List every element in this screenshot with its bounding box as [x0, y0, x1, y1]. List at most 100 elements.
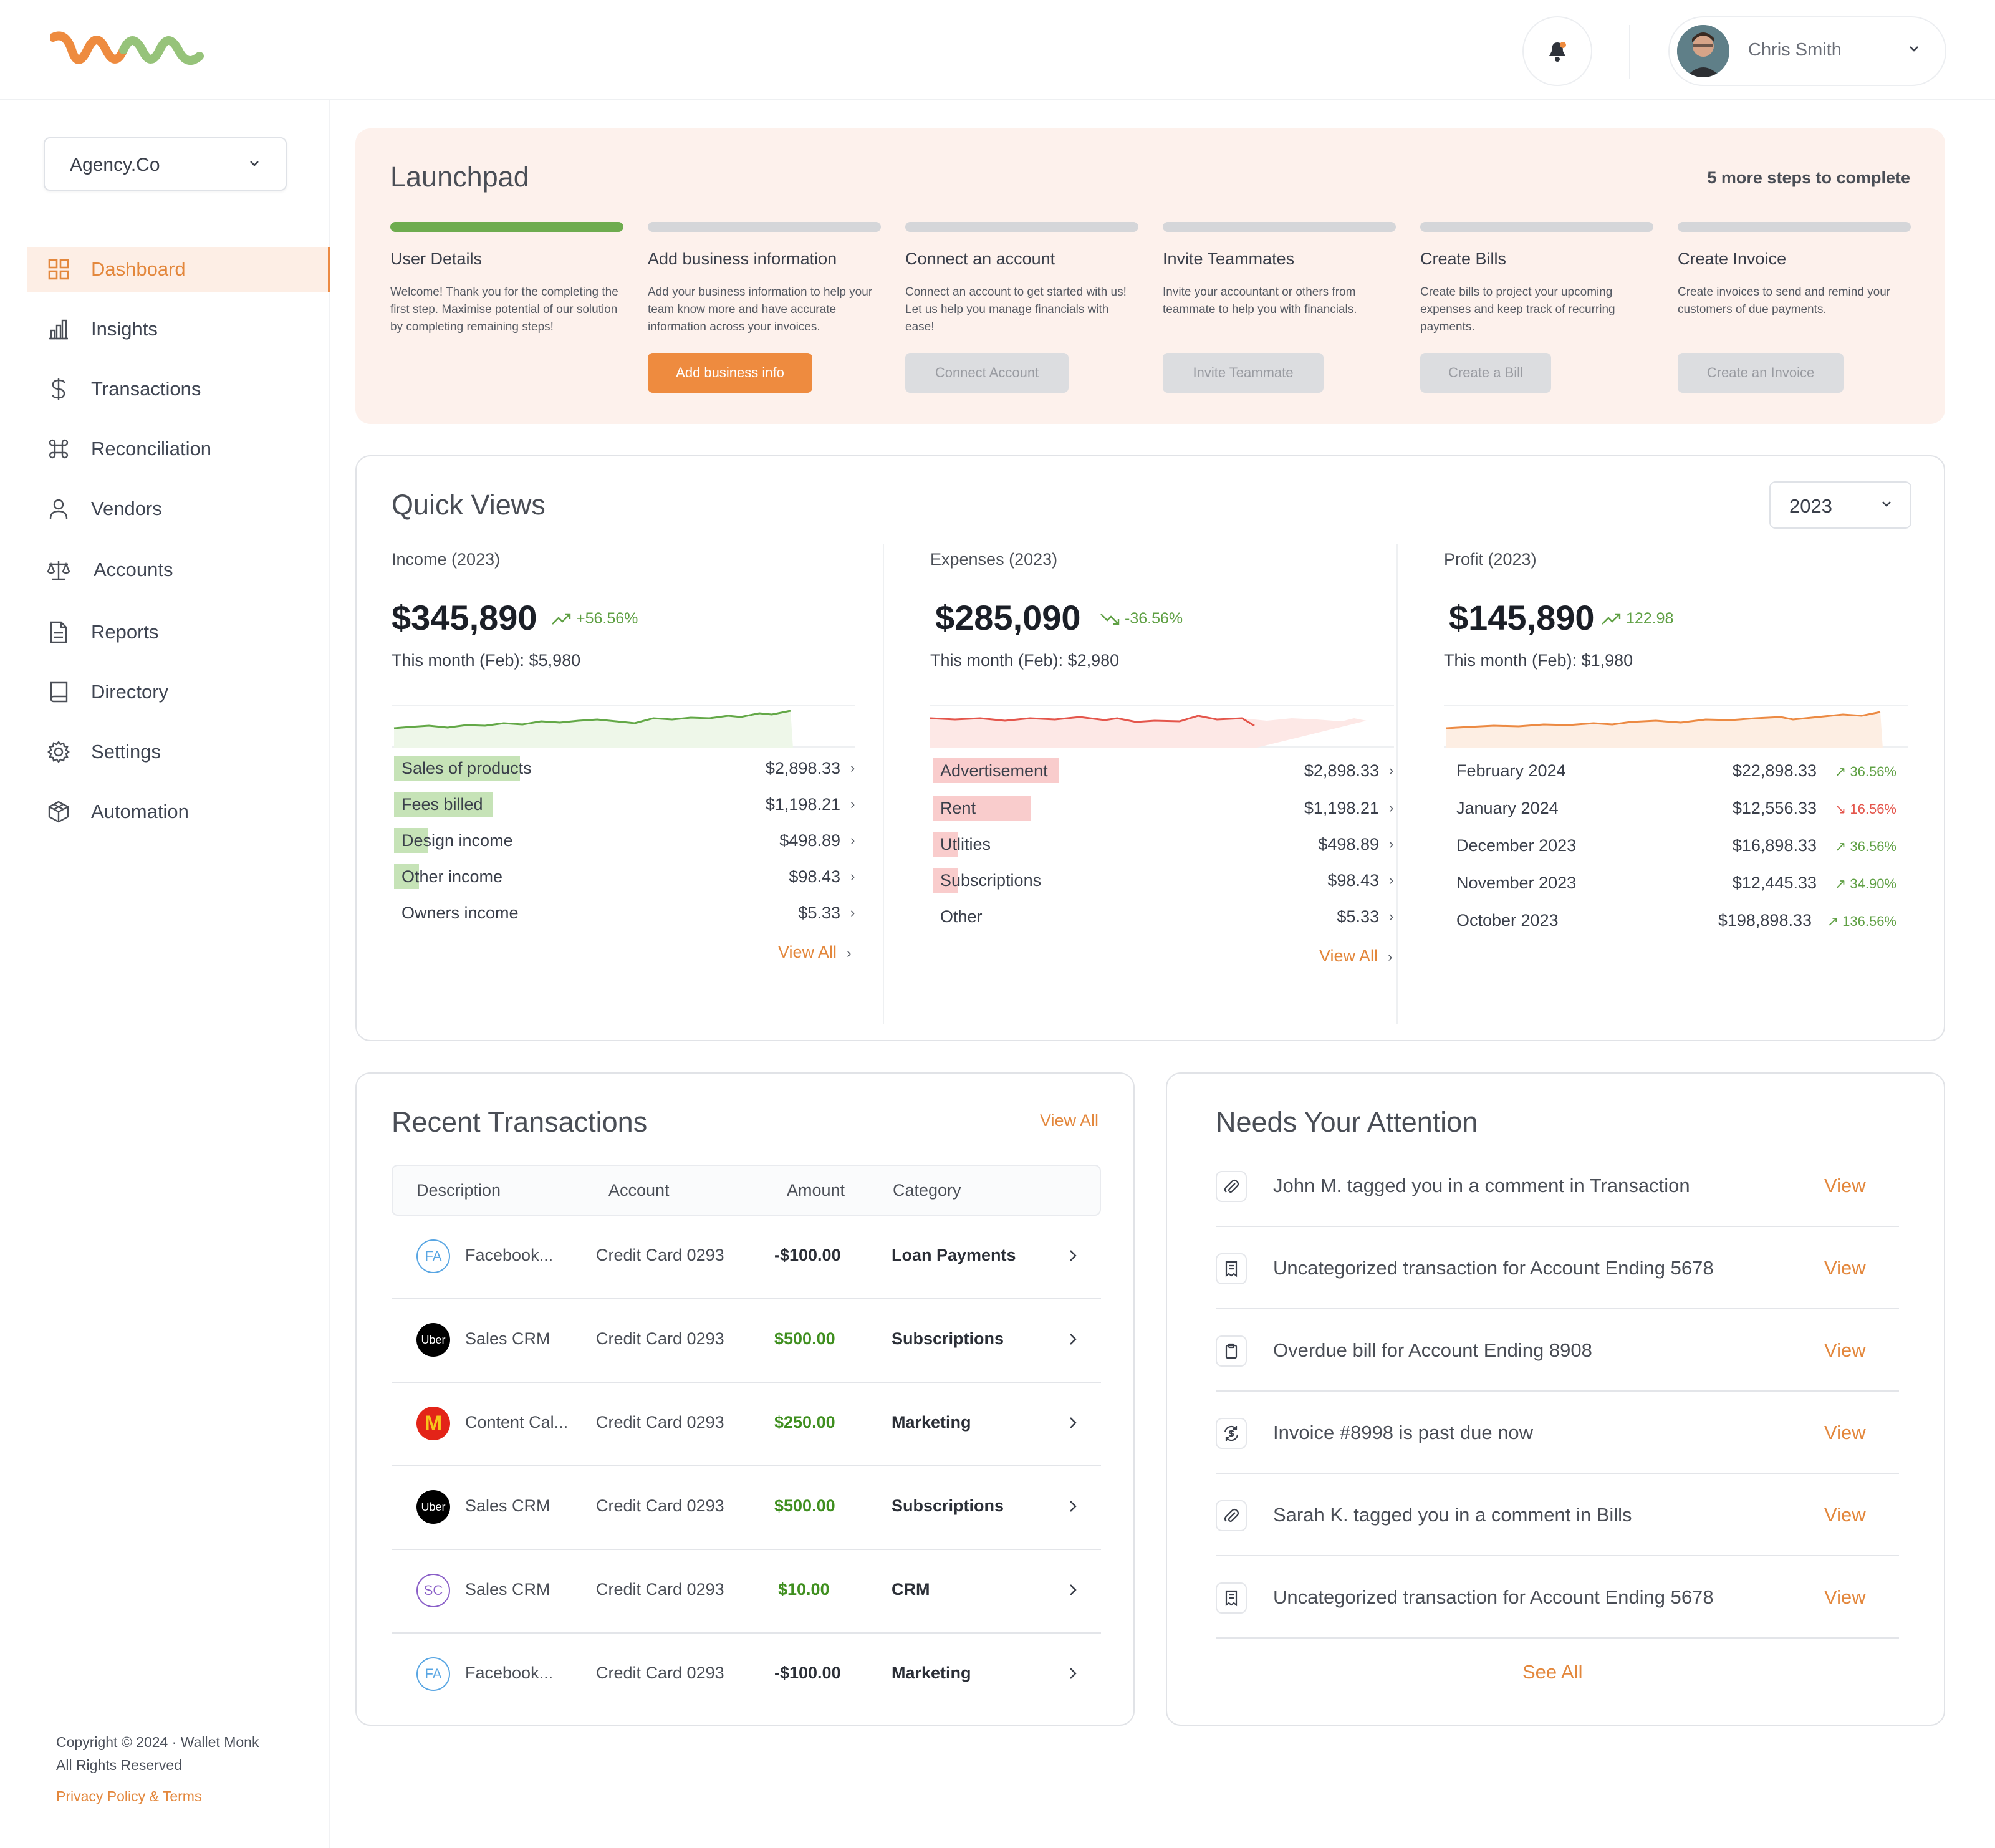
transactions-view-all-link[interactable]: View All — [1040, 1111, 1099, 1130]
sidebar-item-reports[interactable]: Reports — [27, 610, 330, 655]
rights-text: All Rights Reserved — [56, 1757, 182, 1773]
chevron-right-icon[interactable] — [1065, 1577, 1081, 1602]
view-link[interactable]: View — [1824, 1339, 1866, 1361]
list-item[interactable]: Fees billed — [394, 792, 493, 817]
gear-icon — [45, 738, 72, 766]
chevron-right-icon[interactable]: › — [1389, 836, 1394, 852]
bar-chart-icon — [45, 315, 72, 343]
sidebar-item-label: Insights — [91, 318, 158, 340]
list-item[interactable]: February 2024 — [1456, 758, 1566, 783]
transaction-account: Credit Card 0293 — [596, 1246, 724, 1264]
list-item[interactable]: Other income — [394, 864, 502, 889]
launchpad-step: Connect an account Connect an account to… — [905, 222, 1138, 393]
view-link[interactable]: View — [1824, 1257, 1866, 1279]
list-item[interactable]: Invoice #8998 is past due now View — [1216, 1392, 1899, 1474]
sidebar-item-automation[interactable]: Automation — [27, 789, 330, 834]
chevron-right-icon[interactable] — [1065, 1410, 1081, 1435]
create-bill-button[interactable]: Create a Bill — [1420, 353, 1551, 393]
company-select[interactable]: Agency.Co — [44, 137, 287, 191]
chevron-right-icon[interactable]: › — [1389, 800, 1394, 816]
step-title: Create Bills — [1420, 249, 1507, 268]
transaction-category: Subscriptions — [892, 1329, 1004, 1348]
year-select[interactable]: 2023 — [1769, 481, 1911, 529]
wallet-monk-logo[interactable] — [50, 25, 206, 75]
create-invoice-button[interactable]: Create an Invoice — [1678, 353, 1844, 393]
transaction-category: Marketing — [892, 1413, 971, 1432]
invite-teammate-button[interactable]: Invite Teammate — [1163, 353, 1324, 393]
chevron-right-icon[interactable]: › — [850, 796, 855, 812]
chevron-right-icon[interactable] — [1065, 1243, 1081, 1268]
notifications-button[interactable] — [1522, 16, 1592, 86]
sidebar-item-accounts[interactable]: Accounts — [27, 547, 330, 592]
table-row[interactable]: M Content Cal... Credit Card 0293 $250.0… — [392, 1383, 1101, 1466]
user-menu[interactable]: Chris Smith — [1668, 16, 1946, 86]
list-item[interactable]: December 2023 — [1456, 833, 1576, 858]
column-header-category[interactable]: Category — [893, 1181, 961, 1200]
expenses-month: This month (Feb): $2,980 — [930, 651, 1120, 670]
list-item[interactable]: Sales of products — [394, 756, 532, 781]
chevron-right-icon[interactable]: › — [1389, 763, 1394, 778]
profit-summary: Profit (2023) $145,890 122.98 This month… — [1444, 536, 1924, 1023]
dollar-cycle-icon — [1216, 1418, 1247, 1449]
chevron-right-icon[interactable]: › — [850, 905, 855, 920]
chevron-right-icon[interactable] — [1065, 1661, 1081, 1686]
list-item[interactable]: Sarah K. tagged you in a comment in Bill… — [1216, 1474, 1899, 1556]
view-link[interactable]: View — [1824, 1504, 1866, 1526]
list-item[interactable]: Advertisement — [933, 758, 1059, 783]
chevron-right-icon[interactable]: › — [850, 869, 855, 884]
sidebar-item-settings[interactable]: Settings — [27, 729, 330, 774]
chevron-right-icon[interactable] — [1065, 1327, 1081, 1352]
sidebar-item-dashboard[interactable]: Dashboard — [27, 247, 330, 292]
income-view-all-link[interactable]: View All › — [778, 943, 852, 961]
list-item[interactable]: Utlities — [933, 832, 991, 857]
chevron-right-icon[interactable] — [1065, 1494, 1081, 1519]
add-business-info-button[interactable]: Add business info — [648, 353, 812, 393]
table-row[interactable]: FA Facebook... Credit Card 0293 -$100.00… — [392, 1634, 1101, 1717]
step-description: Add your business information to help yo… — [648, 286, 873, 334]
chevron-right-icon[interactable]: › — [1389, 908, 1394, 924]
list-item[interactable]: November 2023 — [1456, 870, 1576, 895]
chevron-right-icon[interactable]: › — [850, 760, 855, 776]
profit-total: $145,890 — [1449, 598, 1595, 637]
chevron-right-icon[interactable]: › — [1389, 872, 1394, 888]
see-all-link[interactable]: See All — [1522, 1661, 1583, 1683]
sidebar-item-directory[interactable]: Directory — [27, 670, 330, 715]
view-link[interactable]: View — [1824, 1175, 1866, 1196]
list-item[interactable]: Design income — [394, 828, 513, 853]
expenses-view-all-link[interactable]: View All › — [1319, 946, 1393, 965]
list-item[interactable]: Other — [940, 904, 983, 929]
list-item[interactable]: John M. tagged you in a comment in Trans… — [1216, 1145, 1899, 1227]
table-row[interactable]: Uber Sales CRM Credit Card 0293 $500.00 … — [392, 1299, 1101, 1383]
sidebar-item-vendors[interactable]: Vendors — [27, 486, 330, 531]
connect-account-button[interactable]: Connect Account — [905, 353, 1069, 393]
column-header-description[interactable]: Description — [416, 1181, 501, 1200]
table-row[interactable]: FA Facebook... Credit Card 0293 -$100.00… — [392, 1216, 1101, 1299]
list-item[interactable]: Owners income — [401, 900, 519, 925]
table-header: Description Account Amount Category — [392, 1165, 1101, 1216]
list-item[interactable]: Subscriptions — [933, 868, 1041, 893]
column-header-account[interactable]: Account — [608, 1181, 670, 1200]
sidebar-item-reconciliation[interactable]: Reconciliation — [27, 426, 330, 471]
row-value: $16,898.33 — [1732, 836, 1817, 855]
column-header-amount[interactable]: Amount — [787, 1181, 845, 1200]
list-item[interactable]: October 2023 — [1456, 908, 1559, 933]
sidebar-item-insights[interactable]: Insights — [27, 307, 330, 352]
table-row[interactable]: Uber Sales CRM Credit Card 0293 $500.00 … — [392, 1466, 1101, 1550]
list-item[interactable]: Uncategorized transaction for Account En… — [1216, 1556, 1899, 1639]
row-pct: ↗ 136.56% — [1827, 913, 1896, 929]
chevron-right-icon[interactable]: › — [850, 832, 855, 848]
view-link[interactable]: View — [1824, 1586, 1866, 1608]
list-item[interactable]: Rent — [933, 796, 1031, 821]
list-item[interactable]: Uncategorized transaction for Account En… — [1216, 1227, 1899, 1309]
row-pct: ↗ 36.56% — [1834, 839, 1896, 854]
sidebar-item-label: Reports — [91, 621, 159, 643]
view-link[interactable]: View — [1824, 1422, 1866, 1443]
privacy-link[interactable]: Privacy Policy & Terms — [56, 1788, 202, 1804]
list-item[interactable]: Overdue bill for Account Ending 8908 Vie… — [1216, 1309, 1899, 1392]
bell-icon — [1549, 42, 1566, 62]
sidebar-item-label: Settings — [91, 741, 161, 763]
dashboard-grid-icon — [45, 256, 72, 283]
sidebar-item-transactions[interactable]: Transactions — [27, 367, 330, 411]
list-item[interactable]: January 2024 — [1456, 796, 1559, 821]
table-row[interactable]: SC Sales CRM Credit Card 0293 $10.00 CRM — [392, 1550, 1101, 1634]
